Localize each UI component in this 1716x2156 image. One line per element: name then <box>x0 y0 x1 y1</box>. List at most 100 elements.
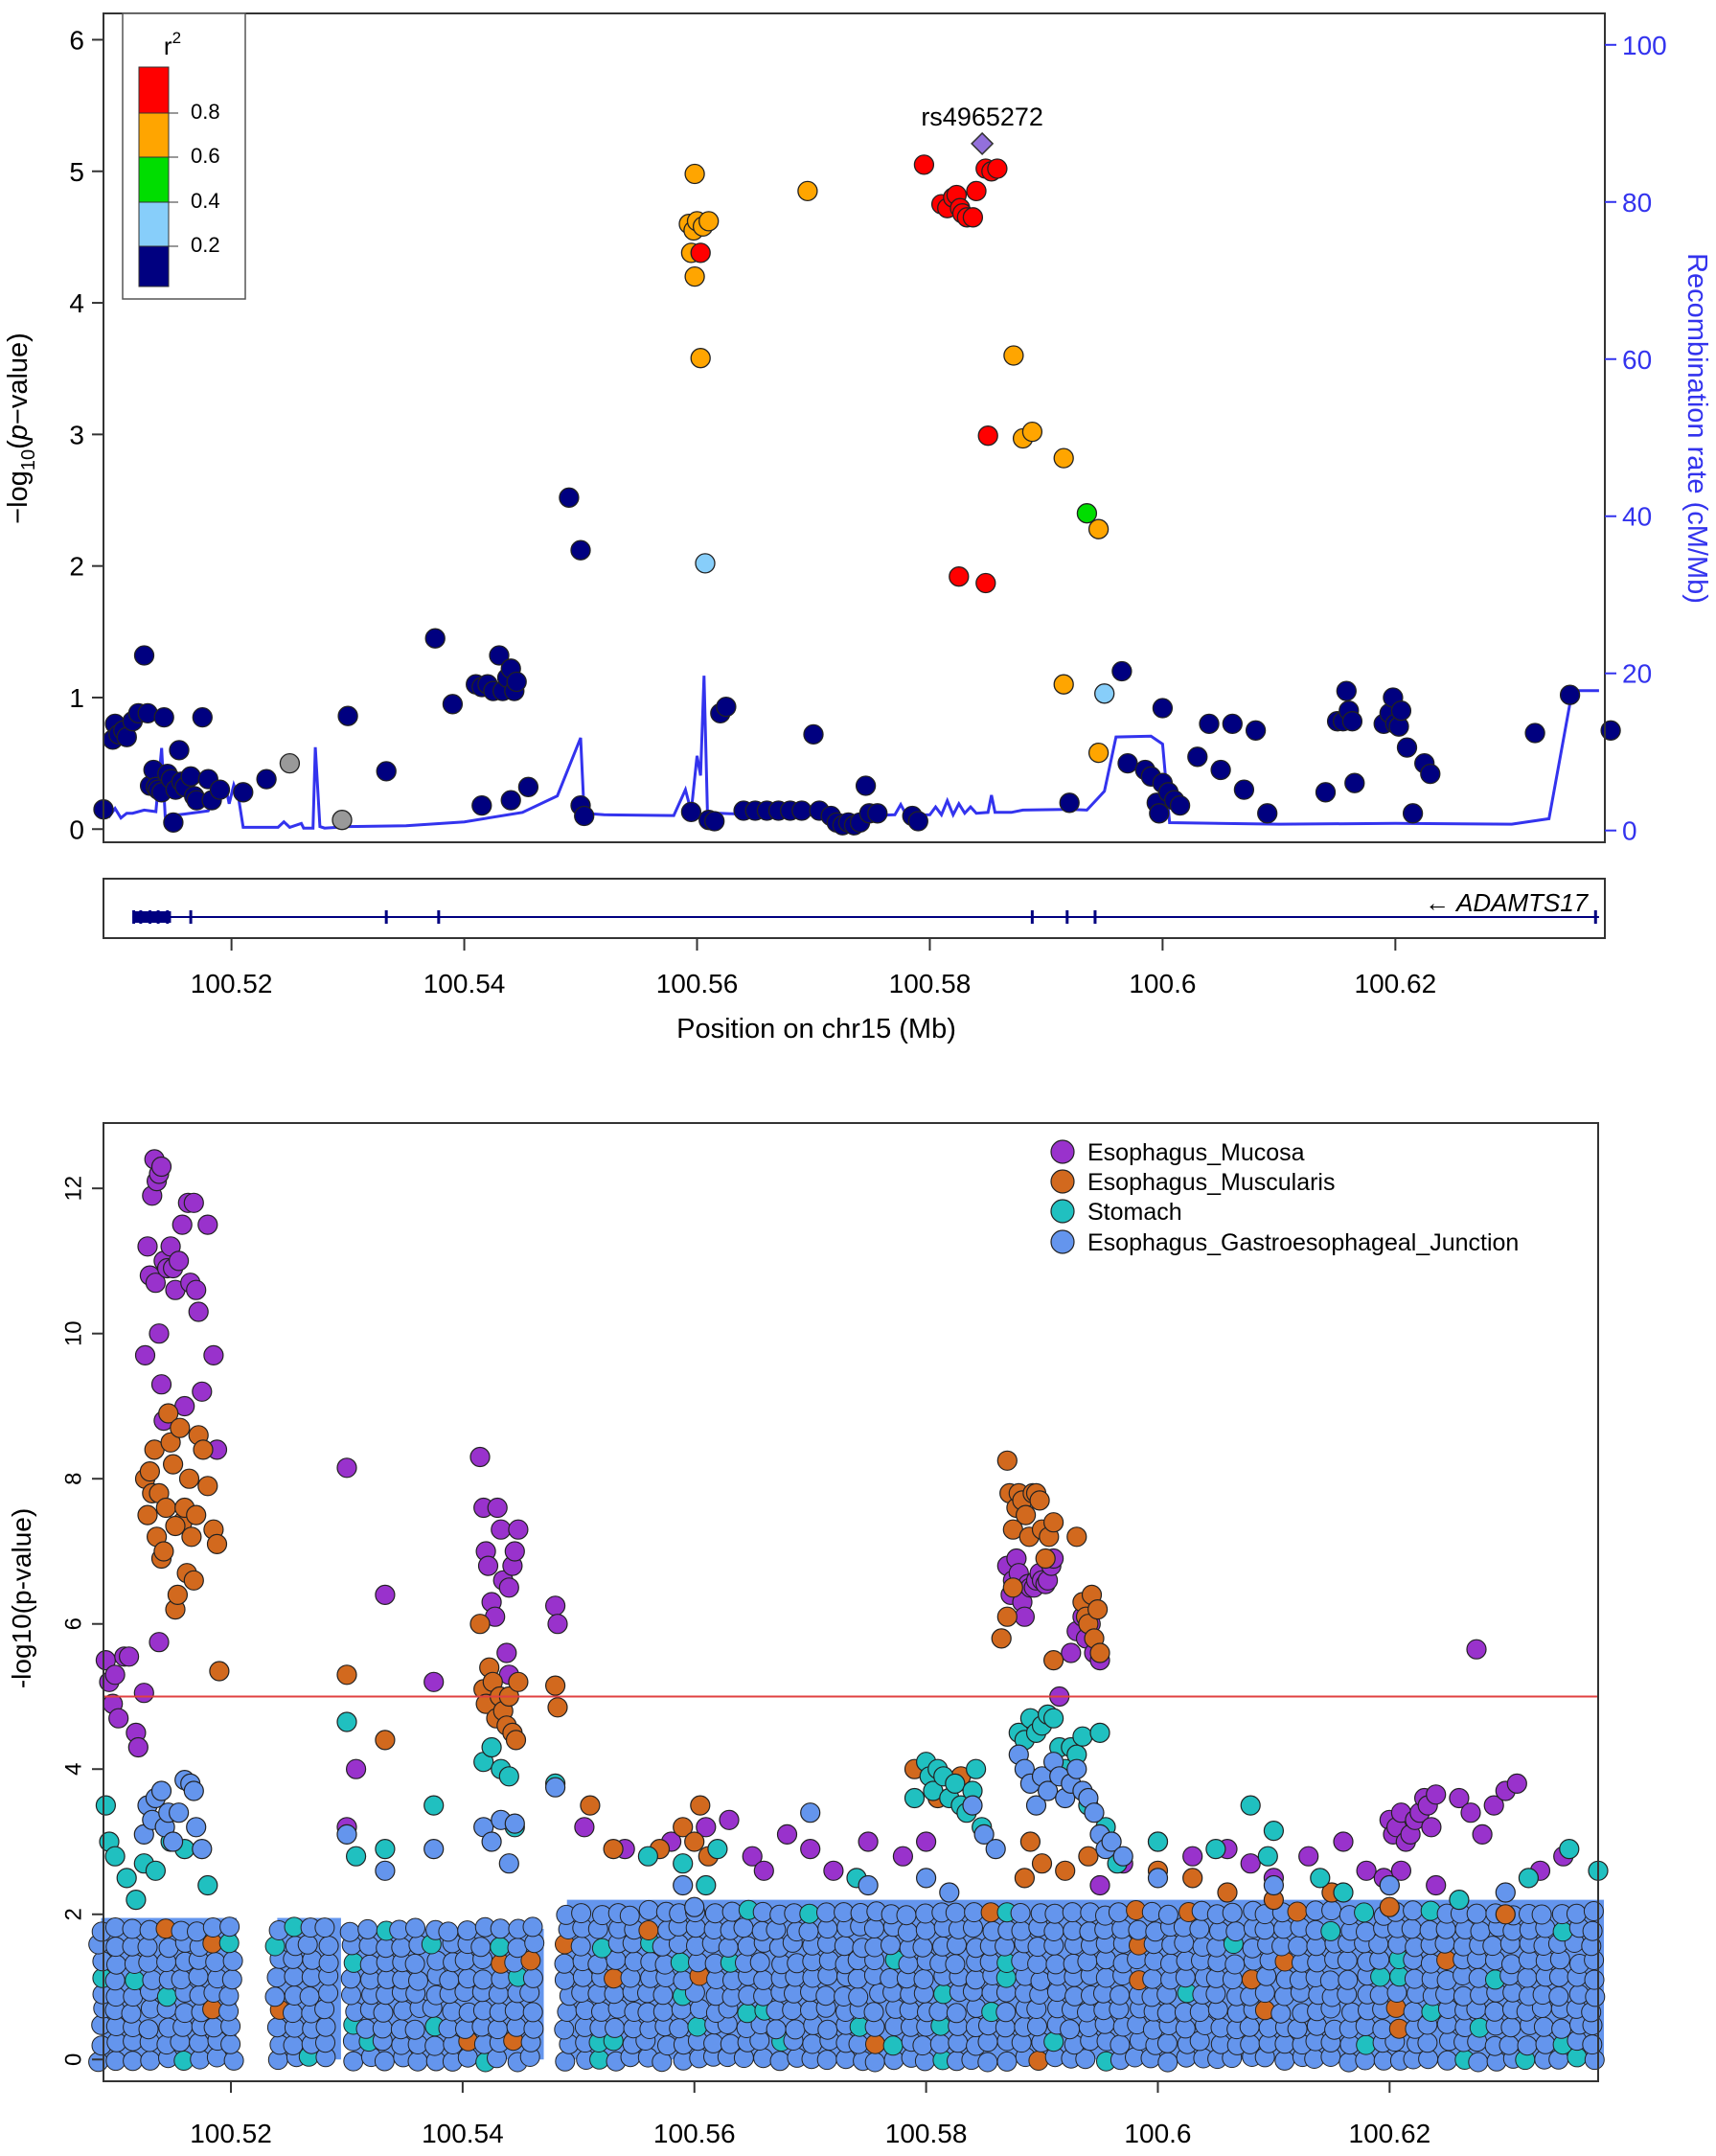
snp-point <box>256 768 277 790</box>
legend-label-0.4: 0.4 <box>191 189 220 213</box>
gene-model <box>132 910 1599 924</box>
eqtl-point <box>1014 1606 1036 1627</box>
eqtl-point <box>1263 1820 1285 1842</box>
eqtl-point <box>1518 1868 1540 1889</box>
eqtl-point <box>753 1860 774 1881</box>
eqtl-point <box>1128 1919 1149 1940</box>
y-tick-label: 10 <box>60 1320 86 1346</box>
eqtl-point <box>496 1642 517 1663</box>
y2-axis-label: Recombination rate (cM/Mb) <box>1682 253 1712 604</box>
eqtl-point <box>1263 1874 1285 1896</box>
snp-point <box>424 628 446 649</box>
legend-swatch-r2-08 <box>138 66 170 114</box>
snp-point <box>797 180 818 202</box>
snp-point <box>803 723 824 745</box>
snp-point <box>169 740 190 761</box>
eqtl-point <box>638 1899 659 1920</box>
eqtl-point <box>802 2033 823 2054</box>
eqtl-point <box>1077 2002 1097 2023</box>
y2-tick-label: 80 <box>1622 188 1652 218</box>
eqtl-point <box>946 2003 967 2024</box>
snp-point <box>163 812 184 834</box>
eqtl-point <box>346 1758 367 1779</box>
eqtl-point <box>571 1903 592 1924</box>
eqtl-point <box>1108 1902 1129 1923</box>
eqtl-point <box>580 1795 601 1816</box>
eqtl-point <box>1298 1846 1319 1867</box>
snp-point <box>192 706 213 728</box>
y-axis-label-open: ( <box>3 440 34 449</box>
eqtl-point <box>965 1758 987 1779</box>
legend-label-0.8: 0.8 <box>191 100 220 124</box>
eqtl-point <box>690 1795 711 1816</box>
eqtl-point <box>498 1766 519 1787</box>
eqtl-point <box>892 1846 914 1867</box>
eqtl-point <box>1379 1896 1400 1917</box>
snp-point <box>153 706 174 728</box>
eqtl-point <box>504 1813 525 1834</box>
eqtl-point <box>487 1497 508 1519</box>
eqtl-point <box>122 1918 143 1939</box>
r2-legend: r2 0.8 0.6 0.4 0.2 <box>122 12 246 300</box>
eqtl-point <box>405 1917 425 1938</box>
eqtl-point <box>1060 2019 1081 2040</box>
eqtl-point <box>834 1936 855 1957</box>
eqtl-point <box>1045 1954 1066 1975</box>
eqtl-point <box>1548 1985 1569 2007</box>
eqtl-point <box>1585 1986 1606 2007</box>
snp-point <box>1245 720 1267 741</box>
snp-point <box>975 572 996 594</box>
snp-point <box>1169 794 1191 816</box>
tissue-legend: Esophagus_Mucosa Esophagus_Muscularis St… <box>1050 1139 1519 1256</box>
eqtl-point <box>183 1570 204 1591</box>
eqtl-point <box>637 1846 659 1867</box>
eqtl-point <box>1356 2034 1377 2055</box>
snp-point <box>1559 684 1581 705</box>
eqtl-point <box>1460 1802 1481 1823</box>
y-axis-left-b: 0 2 4 6 8 10 12 <box>60 1176 103 2066</box>
eqtl-point <box>133 1683 154 1704</box>
eqtl-point <box>703 2032 724 2053</box>
eqtl-point <box>1506 1773 1527 1795</box>
eqtl-point <box>375 1730 396 1751</box>
x-tick-label: 100.54 <box>422 2119 504 2148</box>
eqtl-point <box>1084 1802 1105 1823</box>
eqtl-point <box>881 1935 901 1956</box>
eqtl-point <box>1078 1846 1099 1867</box>
snp-point <box>867 803 888 824</box>
eqtl-point <box>284 1966 305 1987</box>
eqtl-point <box>1101 1831 1122 1852</box>
eqtl-point <box>1338 1969 1359 1990</box>
eqtl-point <box>139 1460 160 1482</box>
eqtl-point <box>357 1918 378 1939</box>
eqtl-point <box>1205 1838 1226 1860</box>
legend-label-mucosa: Esophagus_Mucosa <box>1087 1139 1305 1166</box>
eqtl-point <box>1110 2034 1131 2055</box>
snp-points-layer <box>93 154 1621 836</box>
eqtl-point <box>1354 1902 1375 1923</box>
eqtl-point <box>720 2033 741 2054</box>
eqtl-point <box>181 1526 202 1548</box>
eqtl-point <box>1449 1889 1470 1911</box>
snp-point <box>489 645 510 666</box>
y-tick-label: 0 <box>69 814 84 844</box>
eqtl-point <box>1483 1795 1504 1816</box>
eqtl-point <box>1011 1920 1032 1941</box>
eqtl-point <box>160 1432 181 1453</box>
eqtl-point <box>127 1736 149 1758</box>
eqtl-point <box>1320 1920 1341 1941</box>
eqtl-point <box>183 1780 204 1801</box>
eqtl-point <box>547 1697 568 1718</box>
legend-title: r2 <box>164 29 181 60</box>
eqtl-point <box>1087 1598 1109 1620</box>
snp-point <box>332 810 353 831</box>
eqtl-point <box>104 1917 126 1938</box>
snp-point <box>1199 713 1220 735</box>
eqtl-point <box>718 1937 739 1958</box>
eqtl-point <box>266 1967 287 1988</box>
snp-point <box>716 696 737 718</box>
snp-point <box>977 425 998 447</box>
snp-point <box>1087 742 1110 764</box>
snp-point <box>1341 711 1363 732</box>
eqtl-point <box>544 1675 566 1696</box>
